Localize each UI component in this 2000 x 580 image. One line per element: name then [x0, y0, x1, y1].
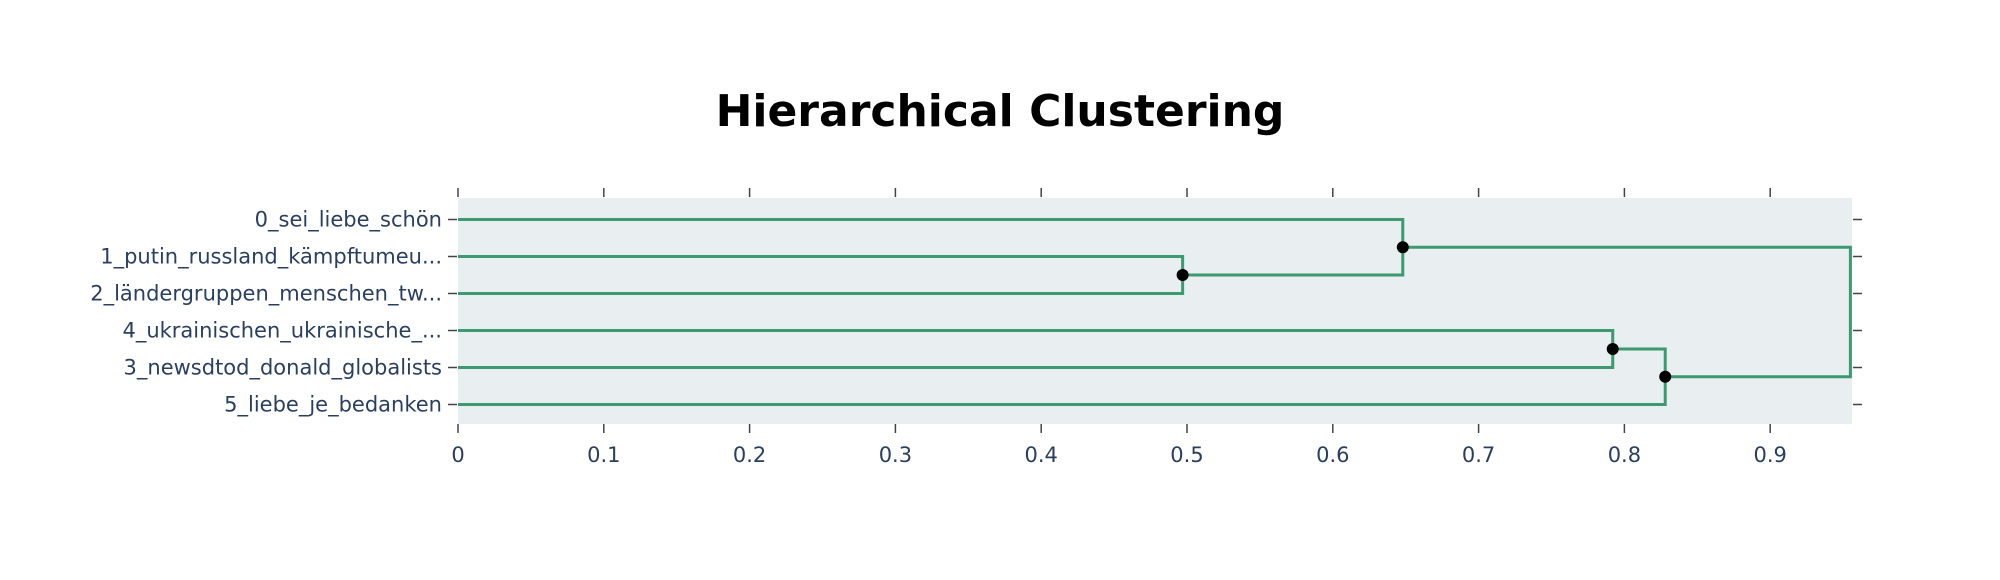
leaf-label: 1_putin_russland_kämpftumeu...: [100, 245, 442, 270]
merge-node: [1176, 269, 1189, 281]
leaf-label: 2_ländergruppen_menschen_tw...: [90, 282, 442, 307]
merge-node: [1396, 241, 1409, 254]
plot-background: [458, 198, 1852, 424]
leaf-label: 4_ukrainischen_ukrainische_...: [122, 319, 442, 344]
merge-nodes: [1176, 241, 1672, 383]
x-tick-label: 0.3: [879, 443, 912, 467]
x-axis: 0 0.1 0.2 0.3 0.4 0.5 0.6 0.7 0.8 0.9: [451, 188, 1787, 467]
leaf-label: 0_sei_liebe_schön: [255, 208, 442, 233]
y-axis: 0_sei_liebe_schön 1_putin_russland_kämpft…: [90, 208, 1862, 418]
merge-node: [1606, 343, 1619, 355]
x-tick-label: 0: [451, 443, 464, 467]
x-tick-label: 0.7: [1462, 443, 1495, 467]
x-tick-label: 0.8: [1608, 443, 1641, 467]
x-tick-label: 0.9: [1753, 443, 1786, 467]
leaf-label: 5_liebe_je_bedanken: [224, 393, 442, 418]
leaf-label: 3_newsdtod_donald_globalists: [124, 356, 442, 381]
x-tick-label: 0.5: [1170, 443, 1203, 467]
merge-node: [1659, 370, 1672, 383]
chart-title: Hierarchical Clustering: [715, 86, 1285, 137]
x-tick-label: 0.1: [587, 443, 620, 467]
x-tick-label: 0.2: [733, 443, 766, 467]
link-merge-root: [1402, 245, 1852, 379]
x-tick-label: 0.4: [1024, 443, 1057, 467]
x-tick-label: 0.6: [1316, 443, 1349, 467]
